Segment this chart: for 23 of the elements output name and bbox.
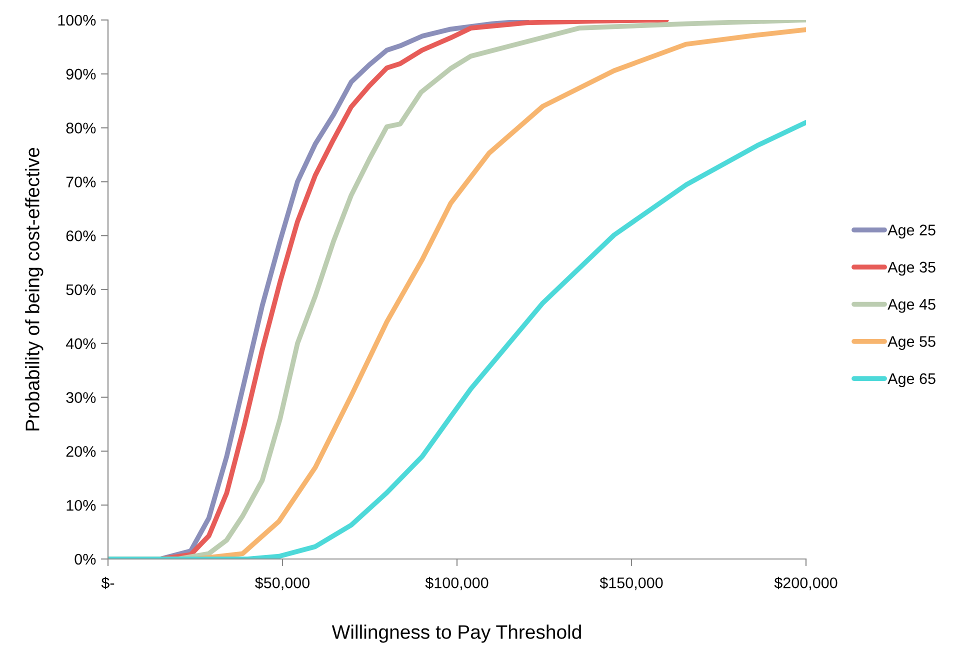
y-tick-label: 30%	[66, 392, 96, 403]
y-tick-label: 0%	[74, 554, 96, 565]
y-axis-title: Probability of being cost-effective	[25, 148, 44, 430]
legend-label: Age 55	[888, 336, 936, 350]
y-tick-label: 20%	[66, 446, 96, 457]
y-tick-label: 60%	[66, 230, 96, 242]
legend-label: Age 35	[888, 262, 936, 276]
y-tick-label: 100%	[58, 14, 96, 26]
legend-label: Age 65	[888, 373, 936, 388]
y-tick-label: 80%	[66, 122, 96, 134]
y-tick-label: 10%	[66, 500, 96, 511]
y-tick-label: 70%	[66, 176, 96, 188]
x-tick-label: $200,000	[774, 576, 838, 590]
x-tick-label: $100,000	[425, 576, 488, 590]
x-tick-label: $150,000	[600, 576, 663, 590]
y-tick-label: 40%	[66, 338, 96, 350]
legend-label: Age 25	[888, 224, 936, 238]
legend-label: Age 45	[888, 299, 936, 313]
y-tick-label: 90%	[66, 68, 96, 80]
x-axis-title: Willingness to Pay Threshold	[332, 624, 581, 643]
x-tick-label: $-	[101, 576, 114, 590]
x-tick-label: $50,000	[255, 576, 310, 590]
y-tick-label: 50%	[66, 284, 96, 296]
